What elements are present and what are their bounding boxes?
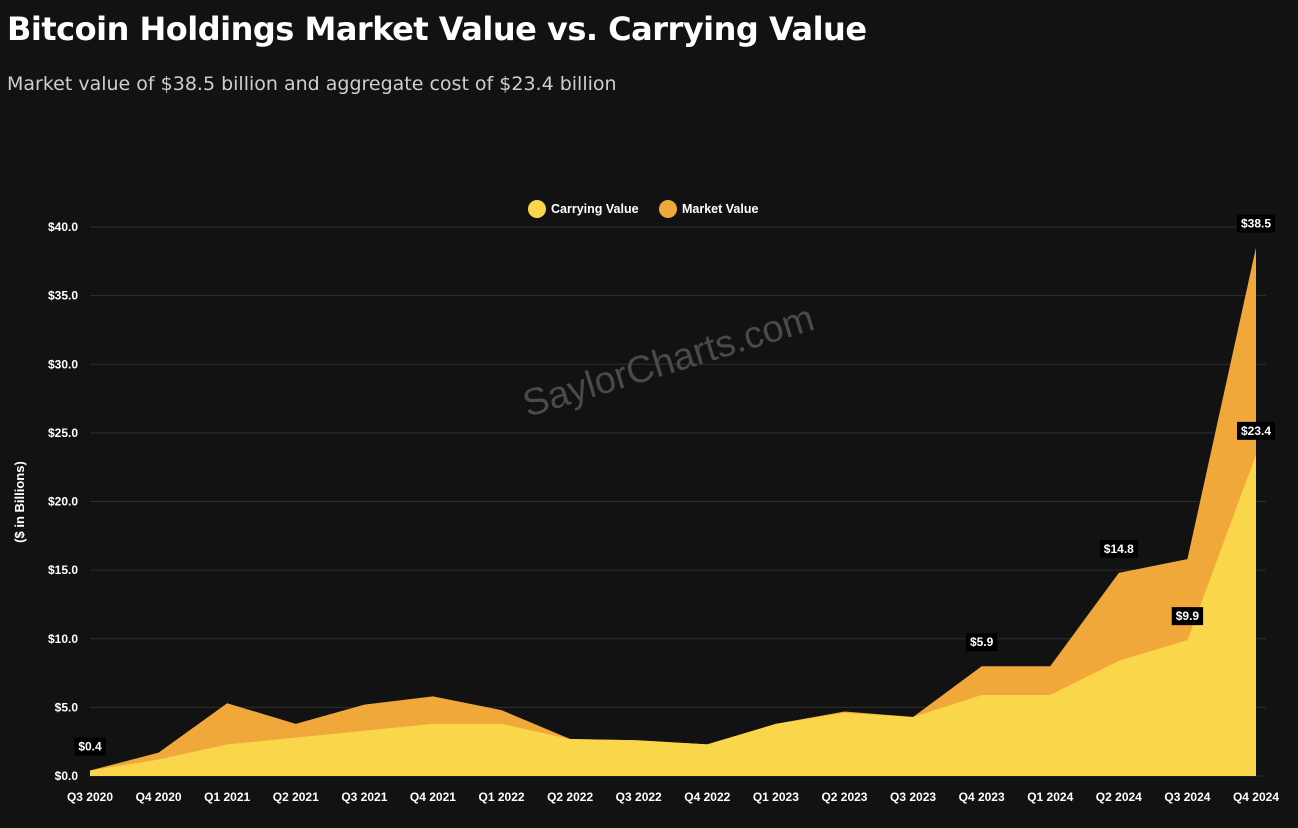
x-tick-label: Q3 2022 [616, 790, 662, 804]
data-label: $14.8 [1099, 539, 1138, 558]
data-label-box [1236, 214, 1276, 233]
data-label-text: $38.5 [1241, 217, 1271, 231]
data-label: $23.4 [1236, 421, 1276, 440]
data-label: $9.9 [1171, 607, 1204, 626]
y-axis-label: ($ in Billions) [12, 461, 27, 543]
data-label: $5.9 [965, 633, 998, 652]
data-label-text: $5.9 [970, 635, 994, 649]
y-tick-label: $35.0 [48, 289, 78, 303]
legend-label: Carrying Value [551, 202, 639, 216]
data-label-box [74, 737, 106, 756]
data-label-text: $9.9 [1176, 609, 1200, 623]
legend[interactable]: Carrying Value Market Value [528, 200, 758, 218]
y-tick-label: $20.0 [48, 495, 78, 509]
y-tick-label: $40.0 [48, 220, 78, 234]
y-tick-label: $30.0 [48, 357, 78, 371]
y-tick-label: $0.0 [55, 769, 79, 783]
x-tick-label: Q2 2022 [547, 790, 593, 804]
data-label-text: $14.8 [1104, 542, 1134, 556]
data-label-box [965, 633, 998, 652]
legend-label: Market Value [682, 202, 758, 216]
legend-swatch [528, 200, 546, 218]
x-tick-label: Q4 2021 [410, 790, 456, 804]
legend-swatch [659, 200, 677, 218]
data-label-text: $0.4 [78, 740, 102, 754]
y-tick-label: $25.0 [48, 426, 78, 440]
y-tick-label: $15.0 [48, 563, 78, 577]
x-tick-label: Q2 2023 [821, 790, 867, 804]
data-label-box [1236, 421, 1276, 440]
data-label: $0.4 [74, 737, 106, 756]
x-tick-label: Q1 2024 [1027, 790, 1073, 804]
legend-item-carrying-value[interactable]: Carrying Value [528, 200, 639, 218]
y-tick-label: $10.0 [48, 632, 78, 646]
x-tick-label: Q2 2021 [273, 790, 319, 804]
x-tick-label: Q3 2024 [1164, 790, 1210, 804]
x-tick-label: Q3 2023 [890, 790, 936, 804]
data-label-text: $23.4 [1241, 424, 1271, 438]
x-tick-label: Q3 2020 [67, 790, 113, 804]
x-tick-label: Q1 2021 [204, 790, 250, 804]
watermark-text: SaylorCharts.com [518, 297, 819, 425]
chart-subtitle: Market value of $38.5 billion and aggreg… [7, 73, 617, 95]
data-labels: $0.4 $5.9 $14.8 $9.9 $23.4 $38.5 [74, 214, 1276, 756]
x-tick-label: Q4 2023 [959, 790, 1005, 804]
data-label-box [1099, 539, 1138, 558]
x-tick-label: Q3 2021 [341, 790, 387, 804]
data-label-box [1171, 607, 1204, 626]
area-carrying-value [90, 454, 1256, 776]
area-series-layer [90, 247, 1256, 776]
x-tick-label: Q4 2022 [684, 790, 730, 804]
legend-item-market-value[interactable]: Market Value [659, 200, 758, 218]
y-tick-label: $5.0 [55, 700, 79, 714]
chart-title: Bitcoin Holdings Market Value vs. Carryi… [7, 10, 867, 48]
data-label: $38.5 [1236, 214, 1276, 233]
x-tick-label: Q2 2024 [1096, 790, 1142, 804]
y-axis: $0.0 $5.0 $10.0 $15.0 $20.0 $25.0 $30.0 $35.0 $4… [48, 220, 78, 783]
x-tick-label: Q4 2024 [1233, 790, 1279, 804]
x-tick-label: Q4 2020 [136, 790, 182, 804]
x-tick-label: Q1 2023 [753, 790, 799, 804]
x-tick-label: Q1 2022 [479, 790, 525, 804]
x-axis: Q3 2020 Q4 2020 Q1 2021 Q2 2021 Q3 2021 Q4 20… [67, 790, 1279, 804]
